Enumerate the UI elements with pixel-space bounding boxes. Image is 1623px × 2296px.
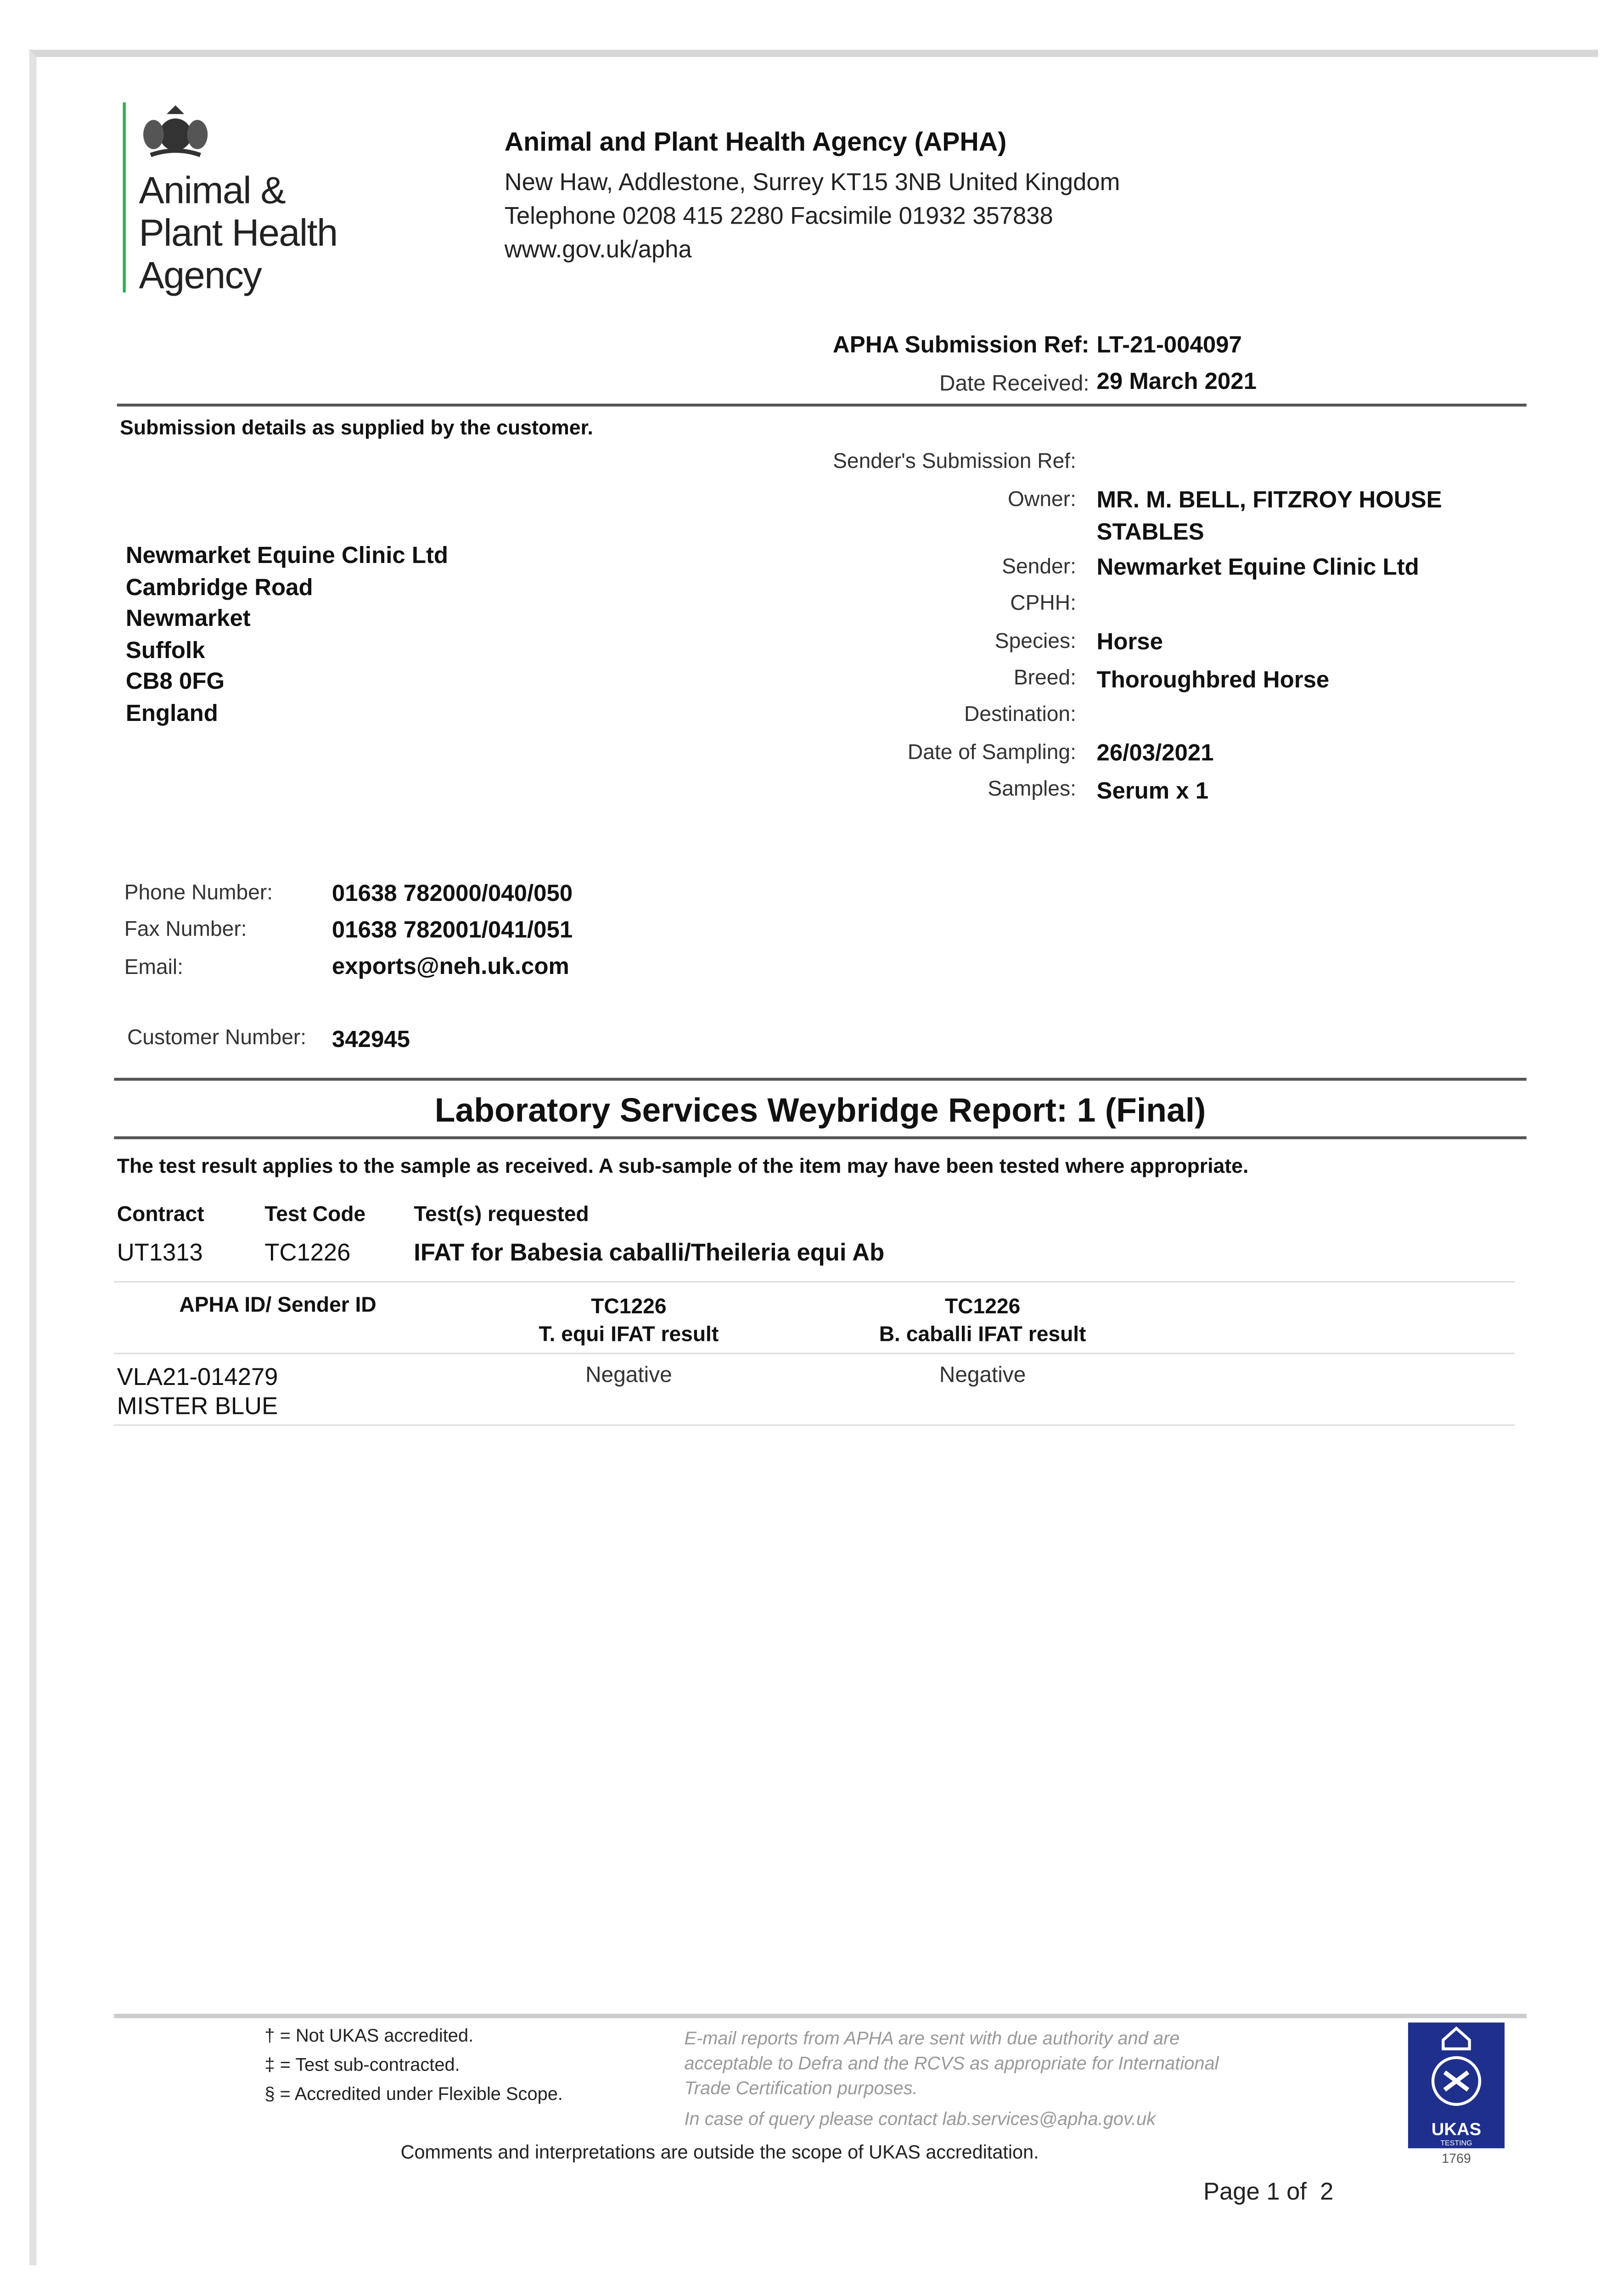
column-header: TC1226 B. caballi IFAT result — [837, 1294, 1129, 1350]
customer-address: Newmarket Equine Clinic Ltd Cambridge Ro… — [126, 541, 448, 730]
logo-text-line: Animal & — [139, 168, 286, 212]
submission-ref-value: LT-21-004097 — [1096, 333, 1242, 359]
royal-crest-icon — [143, 105, 208, 158]
header-line: TC1226 — [944, 1295, 1021, 1319]
ukas-number: 1769 — [1442, 2151, 1471, 2166]
column-header: APHA ID/ Sender ID — [179, 1294, 376, 1318]
divider — [114, 1078, 1527, 1081]
divider — [114, 1424, 1515, 1426]
report-title: Laboratory Services Weybridge Report: 1 … — [434, 1091, 1206, 1129]
agency-address: New Haw, Addlestone, Surrey KT15 3NB Uni… — [504, 169, 1120, 196]
address-line: Cambridge Road — [125, 575, 313, 601]
contact-label: Phone Number: — [124, 882, 273, 906]
logo-text-line: Plant Health — [139, 210, 338, 255]
detail-label: CPHH: — [1010, 592, 1076, 616]
address-line: Newmarket — [125, 607, 251, 632]
test-code-cell: TC1226 — [264, 1240, 351, 1266]
submission-note: Submission details as supplied by the cu… — [120, 415, 593, 439]
email-value[interactable]: exports@neh.uk.com — [331, 955, 569, 980]
column-header: Test(s) requested — [414, 1204, 589, 1227]
divider — [114, 1352, 1515, 1355]
legend-item: § = Accredited under Flexible Scope. — [264, 2084, 563, 2105]
breed-value: Thoroughbred Horse — [1096, 668, 1330, 693]
detail-label: Owner: — [1008, 488, 1076, 512]
agency-phone: Telephone 0208 415 2280 Facsimile 01932 … — [504, 203, 1053, 230]
ukas-text: UKAS — [1431, 2119, 1482, 2140]
b-caballi-result-cell: Negative — [939, 1363, 1026, 1388]
apha-id-cell: VLA21-014279 — [117, 1364, 278, 1391]
owner-value-cont: STABLES — [1096, 520, 1204, 546]
divider — [117, 403, 1527, 407]
report-note: The test result applies to the sample as… — [117, 1154, 1249, 1177]
sampling-date-value: 26/03/2021 — [1096, 741, 1214, 766]
query-note: In case of query please contact lab.serv… — [684, 2109, 1156, 2129]
detail-label: Sender: — [1002, 556, 1076, 580]
page-number: Page 1 of 2 — [1203, 2179, 1334, 2206]
test-requested-cell: IFAT for Babesia caballi/Theileria equi … — [414, 1240, 885, 1266]
detail-label: Sender's Submission Ref: — [833, 450, 1076, 474]
divider — [114, 1136, 1527, 1139]
species-value: Horse — [1096, 630, 1163, 655]
detail-label: Date of Sampling: — [907, 741, 1076, 765]
logo-text-line: Agency — [139, 253, 262, 297]
footer-divider — [114, 2014, 1527, 2018]
header-line: T. equi IFAT result — [539, 1323, 719, 1347]
email-note-line: E-mail reports from APHA are sent with d… — [684, 2028, 1180, 2049]
address-line: Suffolk — [125, 638, 205, 664]
address-line: England — [125, 701, 218, 726]
address-line: Newmarket Equine Clinic Ltd — [125, 544, 449, 569]
detail-label: Breed: — [1013, 667, 1076, 691]
header-line: B. caballi IFAT result — [879, 1323, 1086, 1347]
fax-value: 01638 782001/041/051 — [331, 918, 573, 944]
ukas-crown-icon — [1431, 2026, 1482, 2106]
owner-value: MR. M. BELL, FITZROY HOUSE — [1096, 488, 1442, 513]
legend-item: ‡ = Test sub-contracted. — [264, 2054, 460, 2076]
header-line: TC1226 — [591, 1295, 667, 1319]
divider — [114, 1281, 1515, 1283]
email-note-line: Trade Certification purposes. — [684, 2078, 918, 2099]
ukas-sub: TESTING — [1440, 2139, 1472, 2149]
t-equi-result-cell: Negative — [585, 1363, 672, 1388]
agency-name: Animal and Plant Health Agency (APHA) — [504, 127, 1007, 157]
phone-value: 01638 782000/040/050 — [331, 882, 573, 907]
detail-label: Samples: — [988, 778, 1076, 802]
date-received-value: 29 March 2021 — [1096, 370, 1257, 395]
agency-website[interactable]: www.gov.uk/apha — [504, 236, 692, 264]
samples-value: Serum x 1 — [1096, 779, 1209, 805]
contact-label: Email: — [124, 956, 184, 980]
contract-cell: UT1313 — [117, 1240, 203, 1266]
column-header: Test Code — [264, 1204, 366, 1227]
ukas-logo: UKAS TESTING — [1408, 2022, 1505, 2149]
column-header: TC1226 T. equi IFAT result — [483, 1294, 775, 1350]
submission-ref-label: APHA Submission Ref: — [832, 333, 1089, 359]
page-border — [29, 50, 1598, 2266]
legend-item: † = Not UKAS accredited. — [264, 2025, 474, 2046]
email-note-line: acceptable to Defra and the RCVS as appr… — [684, 2053, 1219, 2074]
column-header: Contract — [117, 1204, 204, 1227]
date-received-label: Date Received: — [939, 371, 1089, 397]
address-line: CB8 0FG — [125, 670, 225, 695]
customer-number-label: Customer Number: — [127, 1026, 307, 1050]
detail-label: Species: — [994, 630, 1076, 654]
sender-id-cell: MISTER BLUE — [117, 1394, 278, 1420]
detail-label: Destination: — [964, 703, 1076, 727]
sender-value: Newmarket Equine Clinic Ltd — [1096, 556, 1419, 581]
customer-number-value: 342945 — [331, 1028, 410, 1053]
ukas-comments-note: Comments and interpretations are outside… — [400, 2141, 1039, 2163]
logo-accent-line — [123, 102, 126, 293]
contact-label: Fax Number: — [124, 918, 247, 942]
